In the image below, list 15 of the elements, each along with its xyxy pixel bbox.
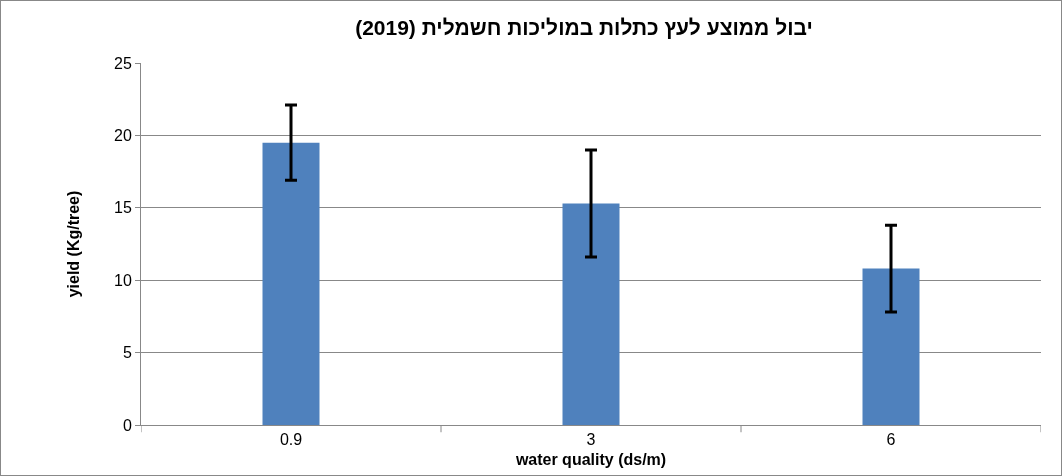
x-tick-label: 3 <box>586 431 596 449</box>
y-axis-title: yield (Kg/tree) <box>64 190 82 298</box>
y-tick-label: 15 <box>114 199 132 217</box>
y-tick-label: 0 <box>122 416 132 434</box>
x-tick-label: 0.9 <box>279 431 303 449</box>
bar <box>862 268 920 425</box>
y-tick-label: 20 <box>114 127 132 144</box>
y-tick-label: 10 <box>114 271 132 289</box>
x-tick-label: 6 <box>886 431 896 449</box>
bar <box>562 203 620 425</box>
chart-title: יבול ממוצע לעץ כתלות במוליכות חשמלית (2019) <box>355 15 813 39</box>
y-tick-label: 25 <box>114 54 132 72</box>
x-axis-title: water quality (ds/m) <box>514 450 667 468</box>
bar <box>262 142 320 425</box>
y-tick-label: 5 <box>122 344 132 362</box>
